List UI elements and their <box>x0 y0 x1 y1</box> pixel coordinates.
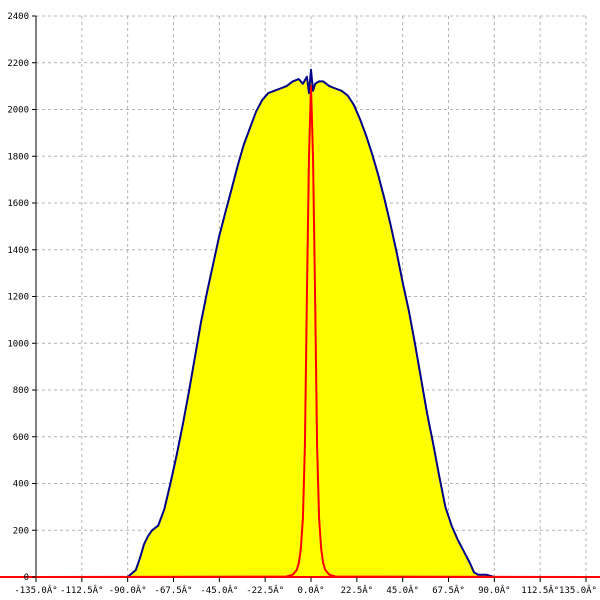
x-tick-label: 90.0Â° <box>478 584 511 596</box>
y-tick-label: 800 <box>13 386 29 396</box>
x-tick-label: 45.0Â° <box>386 584 419 596</box>
series-1-area <box>36 69 586 578</box>
y-tick-label: 1600 <box>7 199 29 209</box>
x-tick-label: -45.0Â° <box>200 584 238 596</box>
y-tick-label: 2200 <box>7 59 29 69</box>
x-tick-label: -67.5Â° <box>155 584 193 596</box>
y-tick-label: 200 <box>13 526 29 536</box>
series-layer <box>35 68 587 578</box>
y-tick-label: 2000 <box>7 106 29 116</box>
y-tick-label: 400 <box>13 480 29 490</box>
x-tick-label: -112.5Â° <box>60 584 103 596</box>
y-tick-label: 1400 <box>7 246 29 256</box>
y-tick-label: 2400 <box>7 12 29 22</box>
x-tick-label: 22.5Â° <box>341 584 374 596</box>
tick-labels: -135.0Â° -112.5Â° -90.0Â° -67.5Â° -45.0Â° -22… <box>7 12 597 596</box>
x-tick-label: 67.5Â° <box>432 584 465 596</box>
series-1-line <box>36 68 586 578</box>
y-tick-label: 0 <box>24 573 29 583</box>
x-tick-label: -90.0Â° <box>109 584 147 596</box>
y-tick-label: 1800 <box>7 152 29 162</box>
axes <box>0 15 600 582</box>
x-tick-label: -22.5Â° <box>246 584 284 596</box>
x-tick-label: 0.0Â° <box>297 584 324 596</box>
x-tick-label: 112.5Â° <box>521 584 559 596</box>
y-tick-label: 1200 <box>7 293 29 303</box>
series-2-line <box>35 85 587 578</box>
x-tick-label: -135.0Â° <box>14 584 57 596</box>
y-tick-label: 600 <box>13 433 29 443</box>
grid <box>35 15 587 578</box>
y-tick-label: 1000 <box>7 339 29 349</box>
x-tick-label: 135.0Â° <box>559 584 597 596</box>
